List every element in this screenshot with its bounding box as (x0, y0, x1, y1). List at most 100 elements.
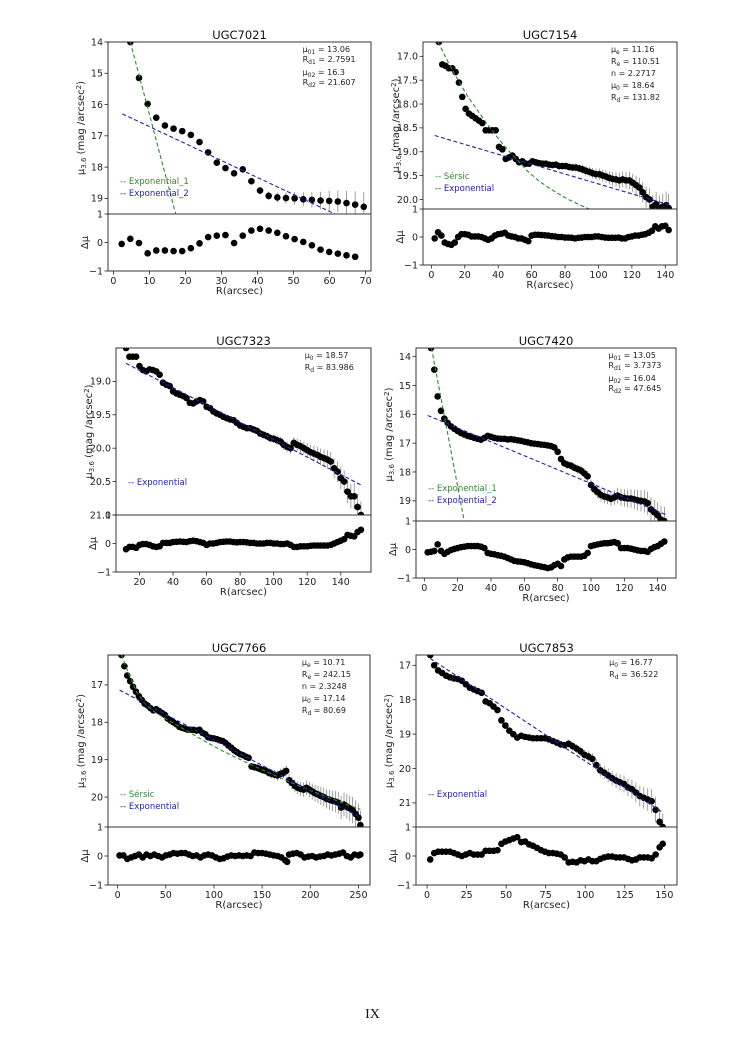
y-tick-label: 19 (399, 496, 411, 507)
data-point (122, 348, 130, 352)
x-tick-label: 30 (215, 276, 227, 287)
residual-point (357, 526, 365, 534)
data-point (343, 199, 350, 207)
fit-line-exponential (429, 657, 662, 812)
fit-parameter-annotation: μ0 = 17.14 (302, 694, 346, 705)
chart-title: UGC7766 (212, 641, 267, 655)
y-tick-label: 14 (91, 37, 103, 48)
y-tick-label: 19 (91, 194, 103, 205)
legend-entry: -- Exponential_2 (120, 189, 189, 199)
y-tick-label: 15 (399, 381, 411, 392)
data-point (199, 398, 207, 405)
y-tick-label: 17 (91, 680, 103, 691)
axes-frame (415, 654, 678, 886)
residual-point (451, 239, 459, 246)
data-point (299, 196, 307, 203)
x-tick-label: 70 (360, 276, 372, 287)
legend-entry: -- Exponential (128, 478, 187, 488)
x-tick-label: 150 (655, 890, 673, 901)
x-tick-label: 120 (298, 577, 316, 588)
res-y-tick-label: 1 (412, 204, 418, 215)
legend-entry: -- Exponential (435, 184, 494, 194)
fit-parameter-annotation: μe = 10.71 (302, 658, 346, 669)
main-plot-area (434, 42, 672, 209)
legend-entry: -- Exponential_1 (428, 484, 497, 494)
residual-point (584, 549, 591, 557)
fit-parameter-annotation: μ0 = 18.64 (611, 81, 655, 92)
data-point (152, 114, 160, 121)
data-point (656, 818, 663, 826)
legend-entry: -- Exponential (428, 790, 487, 800)
y-tick-label: 19.5 (397, 171, 418, 182)
res-y-tick-label: −1 (89, 880, 103, 891)
residual-point (513, 833, 521, 841)
legend-entry: -- Exponential_2 (428, 496, 497, 506)
fit-parameter-annotation: Rd = 131.82 (611, 93, 660, 104)
legend-entry: -- Exponential_1 (120, 177, 189, 187)
x-tick-label: 20 (179, 276, 191, 287)
fit-line-exponential-1 (430, 348, 465, 521)
residual-point (204, 233, 212, 241)
fit-parameter-annotation: μ0 = 18.57 (305, 351, 349, 362)
y-tick-label: 15 (91, 69, 103, 80)
x-tick-label: 80 (552, 583, 564, 594)
fit-parameter-annotation: Rd1 = 2.7591 (303, 55, 356, 66)
x-tick-label: 100 (265, 577, 283, 588)
y-tick-label: 17 (399, 438, 411, 449)
residual-point (274, 229, 281, 237)
residual-point (265, 227, 272, 234)
fit-line-exponential (125, 362, 362, 486)
data-point (584, 473, 591, 480)
legend-entry: -- Exponential (120, 802, 179, 812)
data-point (665, 204, 672, 209)
x-tick-label: 140 (656, 270, 674, 281)
x-tick-label: 75 (540, 890, 552, 901)
axes-frame (107, 654, 371, 886)
fit-parameter-annotation: μ02 = 16.04 (608, 374, 655, 385)
data-point (265, 192, 272, 200)
residual-point (557, 562, 565, 570)
res-y-tick-label: 1 (405, 516, 411, 527)
residual-axis-label: Δμ (395, 230, 406, 244)
x-axis-label: R(arcsec) (220, 587, 267, 598)
data-point (659, 823, 667, 827)
residual-point (431, 235, 438, 242)
residual-point (135, 239, 143, 247)
main-plot-area (122, 42, 368, 214)
y-tick-label: 20.5 (90, 477, 111, 488)
y-tick-label: 18.5 (397, 123, 418, 134)
res-y-tick-label: 0 (97, 851, 103, 862)
data-point (239, 165, 247, 173)
residual-point (239, 232, 247, 239)
y-tick-label: 19.0 (90, 377, 111, 388)
fit-parameter-annotation: Rd1 = 3.7373 (608, 361, 661, 372)
data-point (325, 197, 333, 205)
y-tick-label: 18 (399, 695, 411, 706)
data-point (589, 755, 596, 763)
res-y-tick-label: −1 (404, 260, 418, 271)
data-point (354, 503, 361, 511)
y-tick-label: 16 (399, 410, 411, 421)
res-y-tick-label: −1 (397, 880, 411, 891)
data-point (426, 655, 434, 659)
data-point (350, 492, 358, 500)
fit-parameter-annotation: μ0 = 16.77 (609, 658, 653, 669)
residual-plot-area (118, 225, 359, 261)
residual-point (524, 237, 532, 245)
x-tick-label: 60 (526, 270, 538, 281)
fit-parameter-annotation: Rd = 83.986 (305, 363, 354, 374)
data-point (170, 125, 177, 132)
axes-frame (107, 41, 372, 272)
data-point (479, 119, 486, 127)
legend-entry: -- Sérsic (120, 789, 155, 800)
y-tick-label: 18 (91, 162, 103, 173)
y-tick-label: 18 (399, 467, 411, 478)
data-point (308, 196, 316, 204)
data-point (494, 706, 501, 714)
residual-point (661, 538, 668, 545)
fit-line-exponential-2 (122, 113, 336, 214)
y-tick-label: 18 (91, 718, 103, 729)
x-tick-label: 100 (582, 583, 600, 594)
x-tick-label: 100 (205, 890, 223, 901)
